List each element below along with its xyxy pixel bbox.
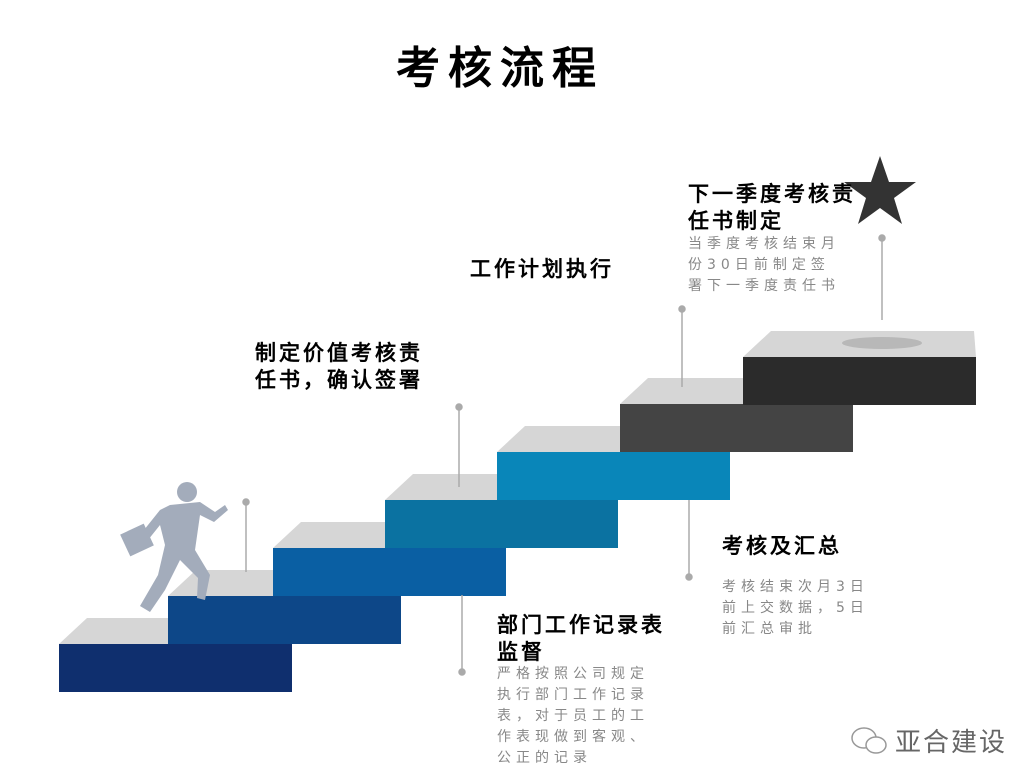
connector-dot: [678, 305, 686, 313]
step-5-desc: 当季度考核结束月份30日前制定签署下一季度责任书: [688, 236, 840, 294]
connector-dot: [685, 573, 693, 581]
step-4-desc: 考核结束次月3日前上交数据，5日前汇总审批: [722, 579, 869, 637]
connector-dot: [458, 668, 466, 676]
connector-dot: [242, 498, 250, 506]
step-1-title: 制定价值考核责任书，确认签署: [255, 341, 423, 392]
star-shadow: [842, 337, 922, 349]
stair-front: [273, 548, 506, 596]
connector-dot: [455, 403, 463, 411]
stair-front: [497, 452, 730, 500]
stair-front: [620, 404, 853, 452]
connector-lines: [242, 234, 886, 676]
page-title: 考核流程: [396, 43, 604, 94]
runner-figure: [120, 482, 228, 612]
connector-dot: [878, 234, 886, 242]
watermark: 亚合建设: [895, 728, 1008, 758]
stair-front: [743, 357, 976, 405]
step-2-desc: 严格按照公司规定执行部门工作记录表，对于员工的工作表现做到客观、公正的记录: [497, 666, 649, 766]
wechat-icon: [851, 727, 887, 754]
stair-front: [385, 500, 618, 548]
step-3-title: 工作计划执行: [470, 257, 614, 281]
step-5-title: 下一季度考核责任书制定: [688, 182, 856, 233]
step-4-title: 考核及汇总: [722, 534, 842, 558]
stair-front: [168, 596, 401, 644]
star-icon: [844, 156, 916, 224]
stair-front: [59, 644, 292, 692]
step-2-title: 部门工作记录表监督: [497, 613, 665, 664]
